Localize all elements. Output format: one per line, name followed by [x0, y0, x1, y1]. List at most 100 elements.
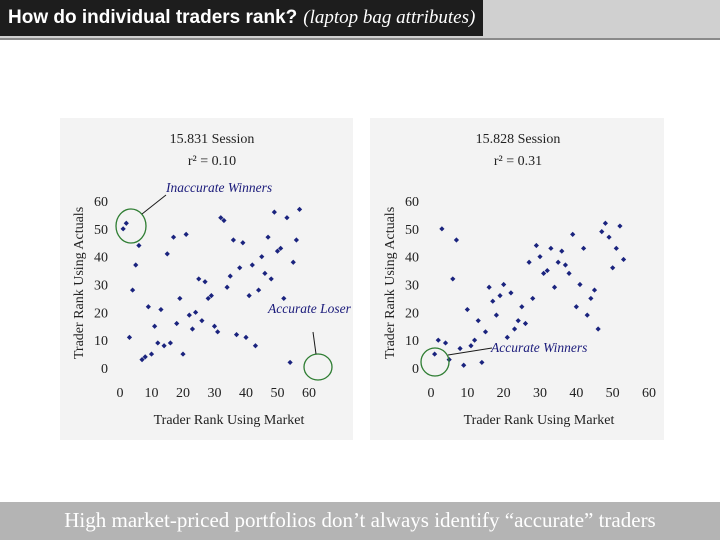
- chart-left-data-point: [126, 334, 133, 340]
- chart-right-data-point: [620, 256, 627, 263]
- chart-right-xtick-label: 30: [533, 386, 547, 401]
- chart-left-xtick-label: 20: [176, 386, 190, 401]
- chart-left-data-point: [177, 295, 183, 302]
- chart-left-data-point: [290, 259, 296, 265]
- chart-right-data-point: [457, 345, 463, 352]
- chart-left-data-point: [259, 254, 265, 260]
- chart-left-background: [60, 118, 353, 440]
- chart-right-data-point: [432, 351, 438, 357]
- chart-right-ytick-label: 0: [412, 362, 419, 377]
- chart-right-xtick-label: 50: [606, 386, 620, 401]
- title-bar: How do individual traders rank? (laptop …: [0, 0, 720, 40]
- chart-left-data-point: [246, 293, 252, 299]
- chart-left-data-point: [161, 343, 167, 349]
- chart-left-data-point: [139, 357, 145, 363]
- annotation-accurate-winners: Accurate Winners: [490, 340, 587, 355]
- chart-left-data-point: [199, 318, 205, 324]
- chart-left-data-point: [262, 270, 268, 276]
- chart-right-data-point: [468, 343, 474, 349]
- chart-left-data-point: [265, 234, 271, 240]
- chart-left-data-point: [287, 359, 293, 366]
- chart-left-data-point: [240, 240, 246, 246]
- chart-right-data-point: [559, 248, 565, 254]
- chart-right-data-point: [533, 242, 539, 249]
- chart-right-data-point: [573, 304, 579, 310]
- chart-left-data-point: [208, 293, 214, 299]
- chart-right-ytick-label: 30: [405, 279, 419, 294]
- chart-left-data-point: [256, 287, 262, 293]
- chart-left-data-point: [268, 276, 274, 282]
- accurate-loser-circle: [303, 353, 333, 381]
- chart-right-r2: r² = 0.31: [494, 154, 542, 169]
- chart-left-data-point: [230, 237, 236, 243]
- chart-left-ytick-label: 10: [94, 334, 108, 349]
- chart-left-data-point: [284, 215, 290, 221]
- chart-left-data-point: [281, 295, 287, 302]
- chart-left-data-point: [249, 262, 255, 268]
- chart-right-data-point: [472, 337, 478, 343]
- accurate-loser-pointer: [312, 331, 317, 355]
- chart-left-ticks: 0 10 20 30 40 50 60 0 10 20 30 40 50 60: [94, 195, 316, 401]
- chart-right-data-point: [493, 312, 499, 318]
- chart-right-background: [370, 118, 664, 440]
- annotation-accurate-loser: Accurate Loser: [267, 301, 352, 316]
- chart-right-data-point: [562, 262, 569, 268]
- chart-left-data-point: [152, 323, 158, 329]
- inaccurate-winners-pointer: [141, 194, 167, 215]
- chart-left-data-point: [202, 279, 208, 285]
- chart-left-xtick-label: 40: [239, 386, 253, 401]
- chart-left-xtick-label: 60: [302, 386, 316, 401]
- chart-left-data-point: [274, 248, 281, 254]
- chart-left-data-point: [224, 284, 230, 290]
- chart-right-data-point: [442, 340, 449, 346]
- chart-right-data-point: [482, 329, 489, 335]
- chart-right-data-point: [522, 320, 529, 327]
- chart-right-data-point: [435, 337, 441, 343]
- chart-left-data-point: [215, 329, 221, 335]
- chart-left-xlabel: Trader Rank Using Market: [154, 413, 305, 428]
- chart-left-data-point: [218, 215, 224, 221]
- chart-left-data-point: [296, 206, 303, 212]
- chart-left-data-point: [148, 351, 155, 357]
- chart-left-data-point: [189, 326, 196, 332]
- chart-left-data-point: [196, 276, 202, 282]
- footer-caption: High market-priced portfolios don’t alwa…: [64, 508, 656, 532]
- chart-left-data-point: [227, 273, 233, 279]
- chart-left-data-point: [243, 334, 249, 340]
- chart-left-ytick-label: 50: [94, 223, 108, 238]
- chart-right-ytick-label: 40: [405, 251, 419, 266]
- chart-left-data-point: [167, 340, 173, 346]
- chart-right-data-point: [613, 245, 619, 251]
- chart-right-data-point: [519, 304, 525, 310]
- annotation-inaccurate: Inaccurate Winners: [165, 180, 272, 195]
- chart-left-data-point: [293, 237, 299, 243]
- chart-right-xtick-label: 60: [642, 386, 656, 401]
- accurate-winners-circle: [420, 347, 450, 377]
- chart-right-data-point: [439, 226, 445, 232]
- chart-right-data-point: [602, 220, 608, 226]
- chart-right-data-point: [548, 245, 554, 251]
- chart-left-data-point: [183, 231, 189, 237]
- chart-left-xtick-label: 10: [145, 386, 159, 401]
- chart-right-data-point: [497, 293, 503, 299]
- chart-left-xtick-label: 50: [271, 386, 285, 401]
- chart-left-ytick-label: 0: [101, 362, 108, 377]
- chart-right-data-point: [530, 295, 536, 302]
- title-block: How do individual traders rank? (laptop …: [0, 0, 484, 36]
- chart-left-ytick-label: 60: [94, 195, 108, 210]
- chart-left-data-point: [136, 242, 142, 249]
- chart-right-data-point: [588, 295, 594, 302]
- chart-left-data-point: [271, 209, 277, 215]
- slide-title: How do individual traders rank?: [8, 7, 298, 28]
- chart-right: 15.828 Session r² = 0.31 Trader Rank Usi…: [370, 118, 664, 440]
- chart-right-data-point: [504, 334, 510, 340]
- chart-left-r2: r² = 0.10: [188, 154, 236, 169]
- chart-left-data-point: [170, 234, 177, 240]
- chart-left-ylabel: Trader Rank Using Actuals: [72, 207, 87, 359]
- chart-left-data-point: [278, 245, 284, 251]
- slide-subtitle: (laptop bag attributes): [303, 7, 476, 28]
- chart-left-data-point: [130, 287, 136, 293]
- chart-right-data-point: [617, 223, 623, 229]
- chart-left-data-point: [133, 262, 139, 268]
- chart-right-xtick-label: 40: [569, 386, 583, 401]
